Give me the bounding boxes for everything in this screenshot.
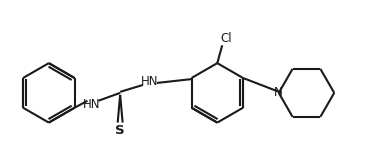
Text: Cl: Cl: [220, 32, 232, 45]
Text: HN: HN: [83, 98, 100, 111]
Text: S: S: [115, 124, 125, 137]
Text: HN: HN: [141, 75, 159, 89]
Text: N: N: [274, 86, 283, 99]
